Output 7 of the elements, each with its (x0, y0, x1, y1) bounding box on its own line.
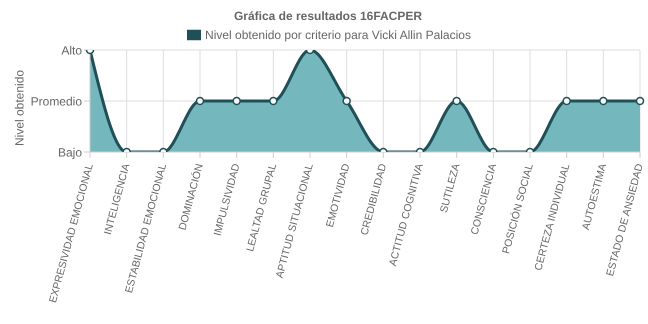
legend-label: Nivel obtenido por criterio para Vicki Allin Palacios (205, 28, 471, 42)
x-tick-label: LEALTAD GRUPAL (244, 162, 280, 253)
text: Promedio (30, 94, 82, 108)
text: Alto (61, 43, 82, 58)
text: Bajo (58, 145, 82, 160)
chart-title: Gráfica de resultados 16FACPER (232, 8, 424, 24)
y-axis-title: Nivel obtenido (12, 70, 26, 146)
